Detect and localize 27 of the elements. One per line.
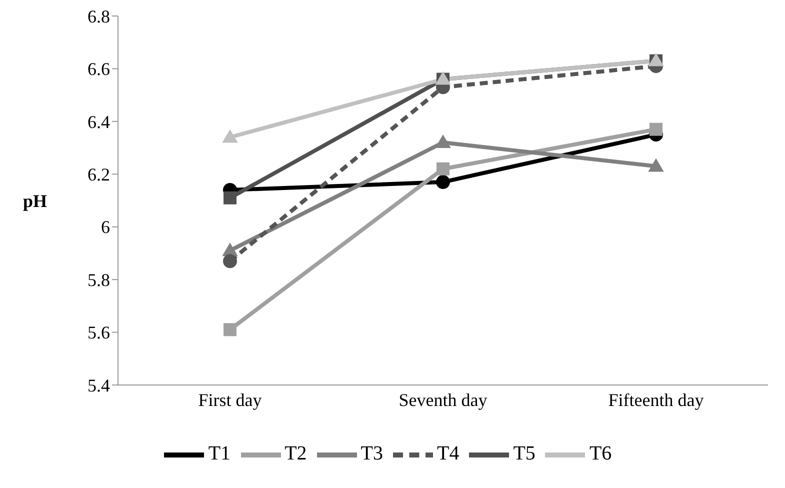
y-tick-label: 6.2 (88, 164, 110, 185)
legend-label: T3 (360, 442, 383, 465)
legend-label: T5 (513, 442, 536, 465)
legend-label: T6 (589, 442, 612, 465)
legend-label: T4 (437, 442, 460, 465)
y-tick-label: 6.4 (88, 112, 110, 132)
y-axis-title: pH (23, 190, 48, 211)
y-tick-label: 5.6 (88, 322, 110, 343)
y-tick-label: 5.8 (88, 270, 110, 290)
y-tick-label: 6.8 (88, 6, 110, 26)
x-tick-label: First day (198, 390, 262, 410)
point (224, 191, 236, 204)
point (224, 323, 236, 336)
legend-label: T2 (284, 442, 307, 465)
x-tick-label: Fifteenth day (608, 390, 704, 410)
legend-label: T1 (208, 442, 231, 465)
y-tick-label: 6 (101, 217, 110, 238)
y-tick-label: 5.4 (88, 375, 110, 396)
point (436, 175, 450, 190)
point (650, 122, 662, 136)
point (222, 130, 238, 143)
point (436, 135, 450, 148)
point (436, 162, 450, 176)
y-tick-label: 6.6 (88, 59, 110, 80)
point (223, 254, 237, 268)
point (648, 158, 664, 172)
x-tick-label: Seventh day (398, 390, 488, 410)
